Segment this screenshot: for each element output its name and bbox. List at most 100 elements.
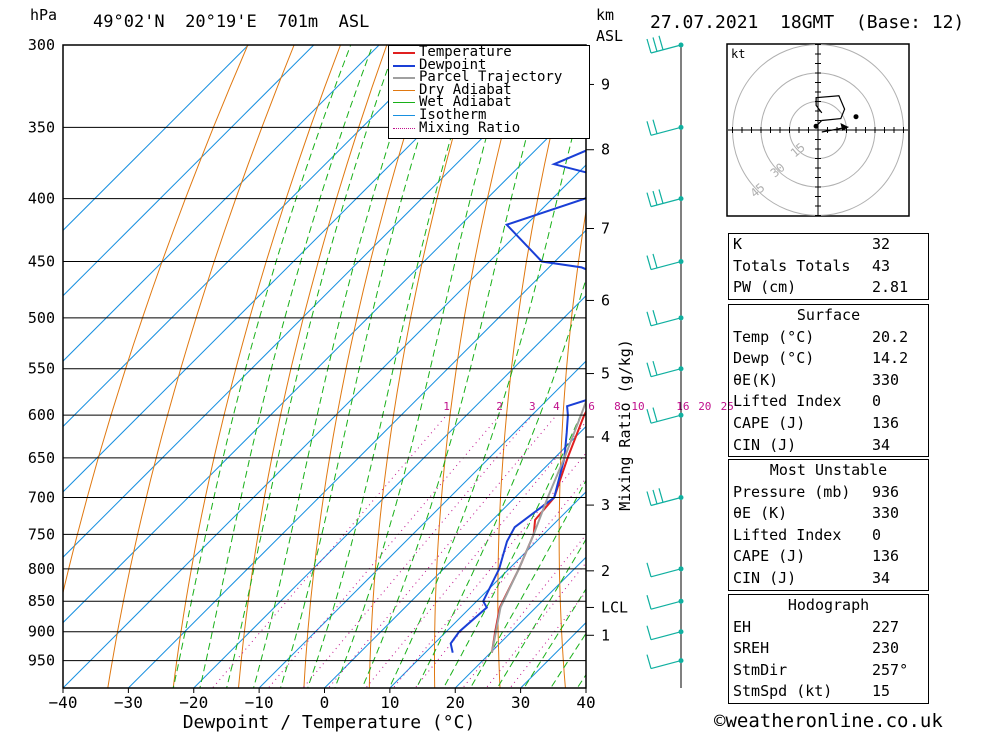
km-tick-label: 4 (601, 428, 610, 446)
pressure-tick-label: 950 (28, 652, 55, 670)
wind-barb (646, 491, 652, 506)
pressure-tick-label: 400 (28, 190, 55, 208)
wind-barb (652, 37, 658, 52)
temp-tick-label: −10 (245, 693, 274, 712)
index-row-totals: Totals Totals 43 (733, 256, 891, 275)
mixing-ratio-label: 10 (631, 400, 644, 413)
wet-adiabat-line (279, 45, 449, 688)
legend-item-dewpoint: Dewpoint (389, 58, 589, 71)
wind-barb (652, 119, 658, 134)
dry-adiabat-line (172, 45, 341, 688)
hodo-row-stmspd: StmSpd (kt) 15 (733, 682, 891, 701)
mixing-ratio-line (485, 562, 586, 688)
mixing-ratio-line (462, 533, 586, 688)
indices-table: K 32 Totals Totals 43 PW (cm) 2.81 (728, 233, 929, 300)
surface-row-li: Lifted Index 0 (733, 392, 882, 411)
wind-barb-shaft (650, 568, 682, 578)
surface-row-dewp: Dewp (°C) 14.2 (733, 349, 909, 368)
isotherm-line (63, 45, 380, 362)
mixing-ratio-line (211, 414, 447, 688)
surface-row-temp: Temp (°C) 20.2 (733, 327, 909, 346)
km-unit-label: km (596, 6, 615, 24)
pressure-tick-label: 900 (28, 623, 55, 641)
pressure-unit-label: hPa (30, 6, 58, 24)
isotherm-line (63, 45, 315, 297)
wind-barb-shaft (650, 198, 682, 208)
mixing-ratio-line (414, 477, 586, 688)
temp-tick-label: 40 (576, 693, 595, 712)
wind-barb-shaft (650, 496, 682, 507)
wet-adiabat-line (442, 401, 586, 688)
pressure-tick-label: 500 (28, 309, 55, 327)
mixing-ratio-label: 4 (553, 400, 560, 413)
temp-tick-label: 10 (380, 693, 399, 712)
isotherm-line (63, 45, 249, 232)
temp-tick-label: 0 (320, 693, 330, 712)
mixing-ratio-label: 3 (529, 400, 536, 413)
mixing-ratio-axis-label: Mixing Ratio (g/kg) (616, 339, 634, 511)
wet-adiabat-line (361, 45, 552, 688)
dewpoint-profile (449, 149, 586, 653)
isotherm-line (323, 425, 586, 688)
isotherm-line (193, 295, 586, 688)
wind-barb (646, 654, 652, 669)
hodo-row-eh: EH 227 (733, 617, 900, 636)
wind-barb-shaft (650, 660, 682, 670)
km-tick-label: 9 (601, 75, 610, 93)
wind-barb (658, 35, 664, 50)
x-axis-label: Dewpoint / Temperature (°C) (183, 712, 476, 733)
km-tick-label: 2 (601, 562, 610, 580)
temp-tick-label: 20 (446, 693, 465, 712)
dry-adiabat-line (434, 45, 527, 688)
pressure-tick-label: 650 (28, 449, 55, 467)
hodograph-table-title: Hodograph (787, 596, 870, 614)
wind-barb (652, 253, 658, 269)
dry-adiabat-line (63, 45, 249, 595)
isotherm-line (454, 556, 586, 688)
mu-row-cape: CAPE (J) 136 (733, 547, 900, 566)
km-tick-label: 5 (601, 365, 610, 383)
pressure-tick-label: 800 (28, 560, 55, 578)
wind-barb (658, 189, 664, 204)
dry-adiabat-line (303, 45, 434, 688)
pressure-tick-label: 750 (28, 525, 55, 543)
hodo-row-sreh: SREH 230 (733, 639, 900, 658)
wind-barb-shaft (650, 126, 682, 136)
wind-barb (646, 255, 652, 270)
surface-row-cin: CIN (J) 34 (733, 435, 891, 454)
wind-barb (646, 595, 652, 610)
wet-adiabat-line (226, 45, 397, 688)
mixing-ratio-label: 20 (698, 400, 711, 413)
wet-adiabat-line (523, 588, 586, 688)
mixing-ratio-label: 1 (443, 400, 450, 413)
hodograph-table: Hodograph EH 227 SREH 230 StmDir 257° StmSp… (728, 594, 929, 704)
mixing-ratio-label: 6 (588, 400, 595, 413)
legend-item-dry-adiabat: Dry Adiabat (389, 83, 589, 97)
wet-adiabat-line (334, 45, 513, 688)
mixing-ratio-label: 8 (614, 400, 621, 413)
wet-adiabat-line (469, 479, 586, 688)
surface-table: Surface Temp (°C) 20.2 Dewp (°C) 14.2 θE(K… (728, 304, 929, 458)
wind-barb (652, 407, 658, 422)
km-tick-label: 7 (601, 219, 610, 237)
dry-adiabat-line (368, 45, 480, 688)
temp-tick-label: 30 (511, 693, 530, 712)
temp-tick-label: −30 (114, 693, 143, 712)
mixing-ratio-line (509, 591, 586, 688)
legend-item-mixing-ratio: Mixing Ratio (389, 121, 589, 134)
wind-barb (646, 192, 652, 207)
km-tick-label: 6 (601, 291, 610, 309)
wind-barb (652, 489, 658, 505)
isotherm-line (127, 229, 586, 688)
mixing-ratio-label: 16 (676, 400, 689, 413)
wind-barb-shaft (650, 631, 682, 641)
mu-row-thetae: θE (K) 330 (733, 504, 900, 523)
wind-barb (652, 190, 658, 206)
mixing-ratio-line (327, 414, 557, 688)
wind-barb (658, 488, 664, 503)
mu-row-cin: CIN (J) 34 (733, 568, 891, 587)
wet-adiabat-line (252, 45, 422, 688)
km-tick-label: 8 (601, 141, 610, 159)
copyright-link[interactable]: ©weatheronline.co.uk (714, 710, 943, 732)
